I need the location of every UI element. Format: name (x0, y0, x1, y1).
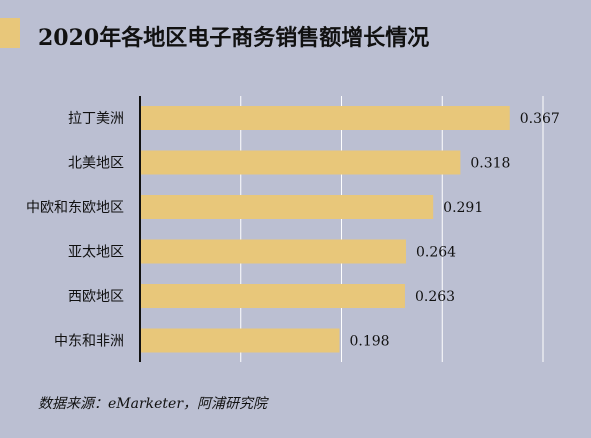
value-label: 0.291 (443, 200, 483, 216)
value-label: 0.263 (415, 289, 455, 305)
title-accent-bar (0, 18, 20, 48)
category-label: 亚太地区 (68, 245, 124, 261)
category-label: 北美地区 (68, 156, 124, 172)
bar (140, 328, 340, 353)
chart-title: 2020年各地区电子商务销售额增长情况 (38, 25, 430, 51)
value-label: 0.264 (416, 245, 456, 261)
category-label: 中欧和东欧地区 (26, 200, 124, 216)
source-note: 数据来源：eMarketer，阿浦研究院 (38, 396, 268, 412)
bar (140, 150, 461, 175)
bar (140, 106, 510, 130)
value-label: 0.318 (470, 156, 510, 172)
category-label: 西欧地区 (68, 289, 124, 305)
bar (140, 195, 434, 219)
bar (140, 239, 406, 264)
value-label: 0.367 (520, 111, 560, 127)
value-label: 0.198 (349, 334, 389, 350)
category-label: 拉丁美洲 (68, 111, 124, 127)
category-label: 中东和非洲 (54, 334, 124, 350)
bar (140, 284, 405, 308)
